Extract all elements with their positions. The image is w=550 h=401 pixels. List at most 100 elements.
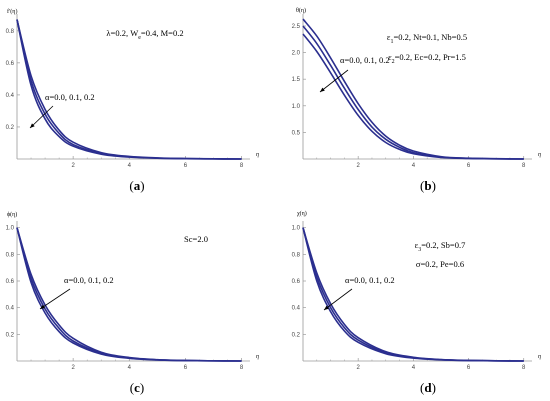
series-line-b-2 [302,18,524,160]
panel-label-b-open: ( [420,178,425,193]
y-axis-label-d: χ(η) [297,210,307,217]
params-c-part: Sc=2.0 [184,234,208,244]
curve-arrow-c [39,288,71,310]
x-tick-label-c-2: 2 [71,365,75,371]
series-line-d-2 [302,227,524,362]
y-axis-label-c: ϕ(η) [7,211,17,218]
chart-panel-d: 2 4 6 8 0.2 0.4 0.6 0.8 1.0 χ(η) η α=0.0, 0.1, 0.2 ε… [292,210,541,371]
x-tick-label-d-2: 2 [357,365,361,371]
x-axis-label-d: η [538,354,541,360]
y-tick-label-c-1: 1.0 [6,226,15,232]
y-tick-label-c-0.2: 0.2 [6,332,15,338]
y-tick-label-b-2.5: 2.5 [292,24,301,30]
params-a-part: e [138,35,141,41]
panel-label-d: (d) [368,380,488,396]
panel-label-a-open: ( [129,178,134,193]
panel-label-c-letter: c [134,380,140,395]
arrow-head-a [30,123,35,128]
params-b-line1-part: ε [387,32,391,42]
chart-panel-b: 2 4 6 80.51.01.52.02.5θ(η)ηα=0.0, 0.1, 0.2ε… [292,7,541,169]
curve-arrow-a [29,105,54,129]
y-tick-label-b-0.5: 0.5 [292,130,301,136]
params-b-line1-part: 1 [390,39,393,45]
params-d-line1-part: 3 [418,247,421,253]
panel-label-b: (b) [368,178,488,194]
y-tick-label-d-0.2: 0.2 [292,332,301,338]
x-tick-label-c-4: 4 [128,365,132,371]
params-c: Sc=2.0 [184,234,208,244]
curve-label-a: α=0.0, 0.1, 0.2 [45,92,95,102]
x-tick-label-b-6: 6 [467,163,471,169]
panel-label-d-letter: d [424,380,432,395]
params-d-line1-part: ε [415,240,419,250]
params-b-line2-part: ε [388,52,392,62]
panel-label-c: (c) [77,380,197,396]
x-tick-label-a-2: 2 [71,163,75,169]
params-b-line2: ε2=0.2, Ec=0.2, Pr=1.5 [388,52,466,65]
series-line-a-0 [16,19,242,160]
y-tick-label-c-0.6: 0.6 [6,279,15,285]
panel-label-c-open: ( [129,380,135,395]
y-tick-label-d-0.4: 0.4 [292,306,301,312]
panel-label-a-close: ) [140,178,145,193]
params-b-line2-part: =0.2, Ec=0.2, Pr=1.5 [395,52,466,62]
x-axis-label-b: η [538,152,541,158]
panel-label-a-letter: a [133,178,141,193]
params-b-line1: ε1=0.2, Nt=0.1, Nb=0.5 [387,32,467,45]
series-line-d-1 [302,227,524,362]
y-tick-label-b-2: 2.0 [292,51,301,57]
y-tick-label-d-0.6: 0.6 [292,279,301,285]
arrow-head-b [320,87,325,92]
chart-panel-a: 2 4 6 8 0.2 0.4 0.6 0.8 f′(η) η α=0.0, 0.1, 0.2 λ=0… [6,8,259,169]
chart-panel-c: 2 4 6 8 0.2 0.4 0.6 0.8 1.0 ϕ(η) η α=0.0, 0.1, 0.2 S… [6,211,259,371]
panel-label-d-open: ( [420,380,425,395]
axes-c: 2 4 6 8 0.2 0.4 0.6 0.8 1.0 [6,221,250,371]
y-tick-label-b-1: 1.0 [292,104,301,110]
x-tick-label-d-4: 4 [412,365,416,371]
x-axis-label-c: η [256,354,259,360]
panel-label-b-close: ) [431,178,436,193]
y-axis-label-b: θ(η) [296,7,306,14]
y-tick-label-c-0.8: 0.8 [6,252,15,258]
series-line-c-2 [16,227,242,362]
curve-label-b: α=0.0, 0.1, 0.2 [340,55,390,65]
curve-arrow-b [319,69,349,93]
x-tick-label-a-6: 6 [184,163,188,169]
y-tick-label-d-0.8: 0.8 [292,252,301,258]
series-line-a-2 [16,19,242,160]
panel-label-c-close: ) [139,380,145,395]
x-tick-label-a-4: 4 [128,163,132,169]
x-tick-label-b-2: 2 [357,163,361,169]
y-tick-label-c-0.4: 0.4 [6,306,15,312]
axes-d: 2 4 6 8 0.2 0.4 0.6 0.8 1.0 [292,221,532,371]
y-tick-label-a-0.8: 0.8 [6,29,15,35]
arrow-head-d [324,305,329,310]
x-tick-label-b-8: 8 [522,163,526,169]
x-tick-label-b-4: 4 [412,163,416,169]
params-b-line1-part: =0.2, Nt=0.1, Nb=0.5 [393,32,467,42]
curve-label-d: α=0.0, 0.1, 0.2 [345,275,395,285]
panel-label-a: (a) [77,178,197,194]
panel-label-b-letter: b [424,178,432,193]
params-d-line1: ε3=0.2, Sb=0.7 [415,240,466,253]
params-b-line2-part: 2 [392,59,395,65]
y-tick-label-a-0.4: 0.4 [6,93,15,99]
series-line-a-1 [16,19,242,160]
panel-label-d-close: ) [431,380,436,395]
y-tick-label-a-0.6: 0.6 [6,61,15,67]
arrow-head-c [40,304,45,309]
x-tick-label-c-8: 8 [240,365,244,371]
params-a-part: λ=0.2, W [106,28,138,38]
curve-label-c: α=0.0, 0.1, 0.2 [64,275,114,285]
x-tick-label-d-6: 6 [467,365,471,371]
params-d-line2: σ=0.2, Pe=0.6 [416,259,464,269]
params-d-line2-part: σ=0.2, Pe=0.6 [416,259,464,269]
x-axis-label-a: η [256,152,259,158]
x-tick-label-d-8: 8 [522,365,526,371]
x-tick-label-a-8: 8 [240,163,244,169]
series-line-d-0 [302,227,524,362]
params-a: λ=0.2, We=0.4, M=0.2 [106,28,183,41]
y-tick-label-b-1.5: 1.5 [292,77,301,83]
series-line-c-0 [16,227,242,362]
